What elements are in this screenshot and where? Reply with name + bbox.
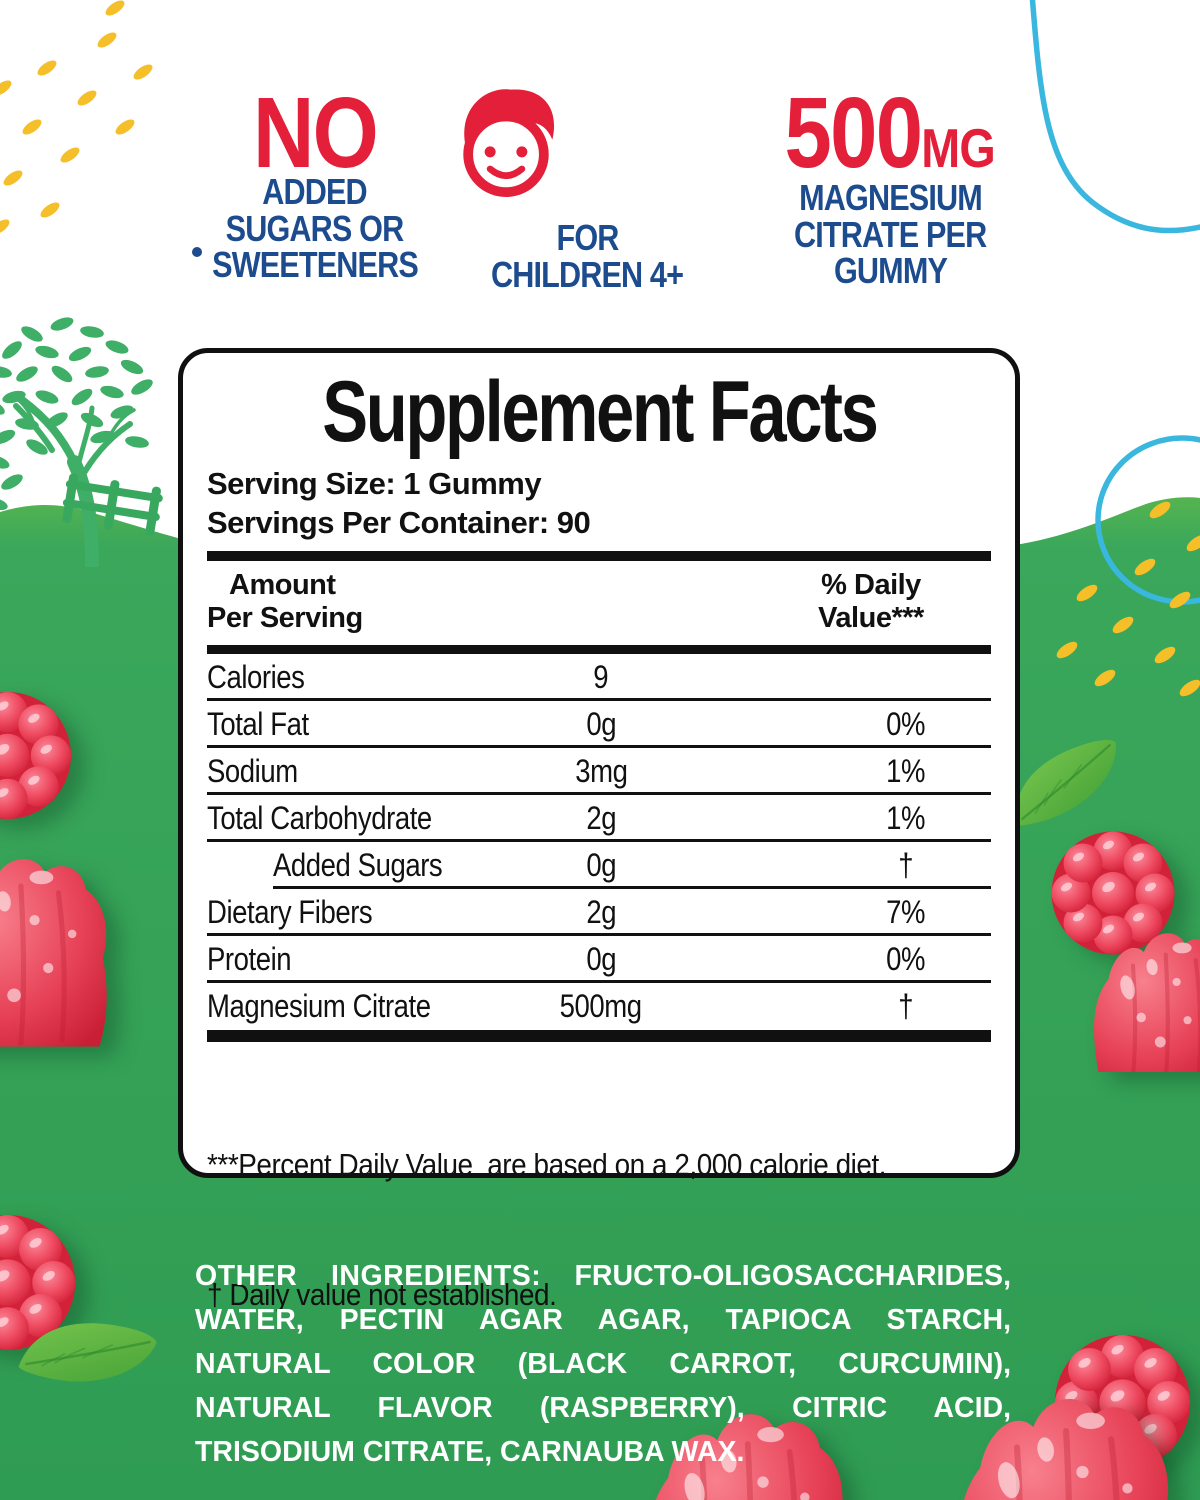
badge-subtext-line: SUGARS OR	[226, 207, 405, 249]
footnotes: ***Percent Daily Value are based on a 2,…	[207, 1056, 991, 1403]
gummy-image	[1078, 922, 1200, 1072]
badge-headline: NO	[252, 77, 379, 189]
badge-subtext-line: ADDED	[262, 171, 368, 212]
yellow-dots-pattern	[0, 0, 202, 257]
badge-for-children: FOR CHILDREN 4+	[445, 78, 730, 293]
badge-subtext-line: CHILDREN 4+	[491, 253, 684, 295]
table-row: Calories 9	[207, 654, 991, 702]
other-ingredients-label: OTHER INGREDIENTS:	[195, 1259, 542, 1292]
other-ingredients-text: FRUCTO-OLIGOSACCHARIDES, WATER, PECTIN A…	[195, 1259, 1011, 1469]
badge-dosage: 500MG MAGNESIUM CITRATE PER GUMMY	[735, 77, 1045, 292]
daily-value-header: % Daily Value***	[818, 568, 924, 634]
badge-subtext-line: SWEETENERS	[212, 244, 419, 286]
footnote-line: † Daily value not established.	[207, 1277, 557, 1313]
table-row: Dietary Fibers 2g 7%	[207, 889, 991, 937]
footnote-line: ***Percent Daily Value are based on a 2,…	[207, 1146, 887, 1182]
table-row: Total Carbohydrate 2g 1%	[207, 795, 991, 843]
tree-leaves	[0, 317, 153, 511]
badge-subtext-line: MAGNESIUM	[798, 177, 983, 218]
badge-headline: 500MG	[784, 77, 996, 189]
navy-dot	[192, 247, 202, 257]
table-row: Protein 0g 0%	[207, 936, 991, 984]
fence-illustration	[62, 473, 163, 537]
divider-thick	[207, 550, 991, 561]
table-row: Added Sugars 0g †	[207, 842, 991, 890]
tree-illustration	[0, 317, 153, 567]
badge-subtext-line: FOR	[556, 217, 619, 258]
panel-title: Supplement Facts	[321, 364, 879, 460]
table-header: Amount Per Serving % Daily Value***	[207, 561, 991, 646]
other-ingredients: OTHER INGREDIENTS: FRUCTO-OLIGOSACCHARID…	[195, 1254, 1011, 1475]
supplement-facts-panel: Supplement Facts Serving Size: 1 Gummy S…	[178, 348, 1020, 1312]
child-face-icon	[445, 78, 730, 218]
badge-subtext-line: CITRATE PER	[793, 213, 987, 255]
gummy-image	[0, 845, 120, 1050]
table-row: Total Fat 0g 0%	[207, 701, 991, 749]
serving-size: Serving Size: 1 Gummy	[207, 466, 542, 501]
divider-thick	[207, 645, 991, 655]
blue-curve-decoration	[1029, 0, 1200, 234]
divider-thick	[207, 1030, 991, 1043]
amount-header: Amount Per Serving	[207, 568, 363, 634]
table-row: Sodium 3mg 1%	[207, 748, 991, 796]
raspberry-image	[0, 678, 85, 833]
servings-per-container: Servings Per Container: 90	[207, 504, 591, 540]
badge-no-added-sugars: NO ADDED SUGARS OR SWEETENERS	[160, 77, 470, 286]
table-row: Magnesium Citrate 500mg †	[207, 988, 914, 1025]
badge-subtext-line: GUMMY	[833, 250, 947, 292]
